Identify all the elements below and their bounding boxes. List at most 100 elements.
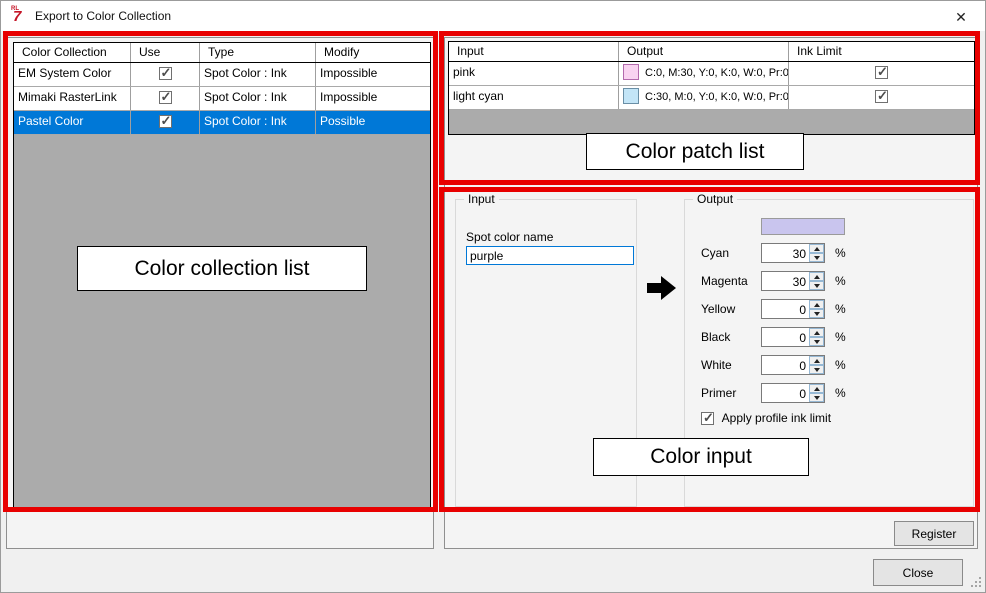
- spin-up-icon[interactable]: [809, 272, 824, 281]
- spin-up-icon[interactable]: [809, 300, 824, 309]
- apply-ink-limit-label: Apply profile ink limit: [721, 411, 832, 425]
- header-input[interactable]: Input: [449, 42, 619, 61]
- header-output[interactable]: Output: [619, 42, 789, 61]
- cyan-spinner[interactable]: 30: [761, 243, 825, 263]
- collection-row[interactable]: Pastel Color Spot Color : Ink Possible: [14, 111, 430, 135]
- apply-ink-limit-row: Apply profile ink limit: [701, 410, 832, 429]
- app-icon: RL 7: [11, 6, 22, 25]
- spin-down-icon[interactable]: [809, 365, 824, 374]
- register-button[interactable]: Register: [894, 521, 974, 546]
- use-checkbox[interactable]: [158, 89, 172, 105]
- spot-color-name-input[interactable]: [466, 246, 634, 265]
- channel-row-white: White 0 %: [685, 355, 973, 375]
- percent-sign: %: [835, 330, 846, 344]
- magenta-spinner[interactable]: 30: [761, 271, 825, 291]
- patch-inklimit-cell: [789, 86, 974, 109]
- channel-label: White: [701, 358, 732, 372]
- spin-down-icon[interactable]: [809, 281, 824, 290]
- annotation-label-patch: Color patch list: [586, 133, 804, 170]
- patch-input-name: pink: [449, 62, 619, 85]
- patch-output-cell: C:0, M:30, Y:0, K:0, W:0, Pr:0: [619, 62, 789, 85]
- percent-sign: %: [835, 358, 846, 372]
- title-bar: RL 7 Export to Color Collection ✕: [1, 1, 985, 31]
- spin-down-icon[interactable]: [809, 393, 824, 402]
- percent-sign: %: [835, 246, 846, 260]
- patch-output-values: C:0, M:30, Y:0, K:0, W:0, Pr:0: [645, 67, 789, 79]
- channel-label: Magenta: [701, 274, 748, 288]
- spin-up-icon[interactable]: [809, 356, 824, 365]
- use-checkbox[interactable]: [158, 65, 172, 81]
- patch-list: Input Output Ink Limit pink C:0, M:30, Y…: [448, 41, 975, 135]
- spin-down-icon[interactable]: [809, 253, 824, 262]
- channel-row-primer: Primer 0 %: [685, 383, 973, 403]
- header-color-collection[interactable]: Color Collection: [14, 43, 131, 62]
- patch-output-values: C:30, M:0, Y:0, K:0, W:0, Pr:0: [645, 91, 789, 103]
- spin-down-icon[interactable]: [809, 337, 824, 346]
- spin-up-icon[interactable]: [809, 244, 824, 253]
- output-group: Output Cyan 30 % Magenta 30 % Yellow 0 %…: [684, 192, 974, 507]
- spot-color-name-label: Spot color name: [466, 230, 554, 244]
- header-ink-limit[interactable]: Ink Limit: [797, 44, 842, 58]
- collection-name: EM System Color: [14, 63, 131, 86]
- annotation-label-input: Color input: [593, 438, 809, 476]
- spin-up-icon[interactable]: [809, 384, 824, 393]
- color-swatch: [623, 63, 639, 80]
- collection-type: Spot Color : Ink: [200, 63, 316, 86]
- yellow-spinner[interactable]: 0: [761, 299, 825, 319]
- close-button[interactable]: Close: [873, 559, 963, 586]
- channel-row-yellow: Yellow 0 %: [685, 299, 973, 319]
- header-type[interactable]: Type: [200, 43, 316, 62]
- use-checkbox[interactable]: [158, 113, 172, 129]
- collection-header-row: Color Collection Use Type Modify: [14, 43, 430, 63]
- collection-use-cell: [131, 111, 200, 134]
- patch-inklimit-cell: [789, 62, 974, 85]
- primer-spinner[interactable]: 0: [761, 383, 825, 403]
- resize-grip[interactable]: [970, 577, 982, 589]
- header-use[interactable]: Use: [131, 43, 200, 62]
- percent-sign: %: [835, 302, 846, 316]
- collection-modify: Impossible: [320, 90, 378, 104]
- color-swatch: [623, 87, 639, 104]
- collection-use-cell: [131, 63, 200, 86]
- output-group-label: Output: [693, 192, 738, 206]
- collection-row[interactable]: Mimaki RasterLink Spot Color : Ink Impos…: [14, 87, 430, 111]
- color-preview: [761, 218, 845, 235]
- input-group-label: Input: [464, 192, 499, 206]
- arrow-right-icon: [647, 276, 677, 300]
- spin-up-icon[interactable]: [809, 328, 824, 337]
- collection-row[interactable]: EM System Color Spot Color : Ink Impossi…: [14, 63, 430, 87]
- white-spinner[interactable]: 0: [761, 355, 825, 375]
- close-icon[interactable]: ✕: [955, 9, 967, 25]
- ink-limit-checkbox[interactable]: [875, 64, 888, 80]
- spin-down-icon[interactable]: [809, 309, 824, 318]
- collection-use-cell: [131, 87, 200, 110]
- channel-row-black: Black 0 %: [685, 327, 973, 347]
- ink-limit-checkbox[interactable]: [875, 88, 888, 104]
- collection-type: Spot Color : Ink: [200, 87, 316, 110]
- channel-label: Primer: [701, 386, 737, 400]
- patch-row[interactable]: pink C:0, M:30, Y:0, K:0, W:0, Pr:0: [449, 62, 974, 86]
- collection-name: Pastel Color: [14, 111, 131, 134]
- collection-modify: Possible: [320, 114, 366, 128]
- apply-ink-limit-checkbox[interactable]: [701, 410, 714, 426]
- channel-row-cyan: Cyan 30 %: [685, 243, 973, 263]
- collection-type: Spot Color : Ink: [200, 111, 316, 134]
- patch-header-row: Input Output Ink Limit: [449, 42, 974, 62]
- patch-row[interactable]: light cyan C:30, M:0, Y:0, K:0, W:0, Pr:…: [449, 86, 974, 110]
- patch-output-cell: C:30, M:0, Y:0, K:0, W:0, Pr:0: [619, 86, 789, 109]
- collection-modify: Impossible: [320, 66, 378, 80]
- percent-sign: %: [835, 274, 846, 288]
- channel-label: Black: [701, 330, 731, 344]
- channel-label: Cyan: [701, 246, 730, 260]
- channel-label: Yellow: [701, 302, 736, 316]
- percent-sign: %: [835, 386, 846, 400]
- collection-panel: Color Collection Use Type Modify EM Syst…: [6, 37, 434, 549]
- channel-row-magenta: Magenta 30 %: [685, 271, 973, 291]
- dialog-title: Export to Color Collection: [35, 9, 172, 23]
- black-spinner[interactable]: 0: [761, 327, 825, 347]
- annotation-label-collection: Color collection list: [77, 246, 367, 291]
- patch-input-name: light cyan: [449, 86, 619, 109]
- input-group: Input Spot color name: [455, 192, 637, 507]
- header-modify[interactable]: Modify: [324, 45, 360, 59]
